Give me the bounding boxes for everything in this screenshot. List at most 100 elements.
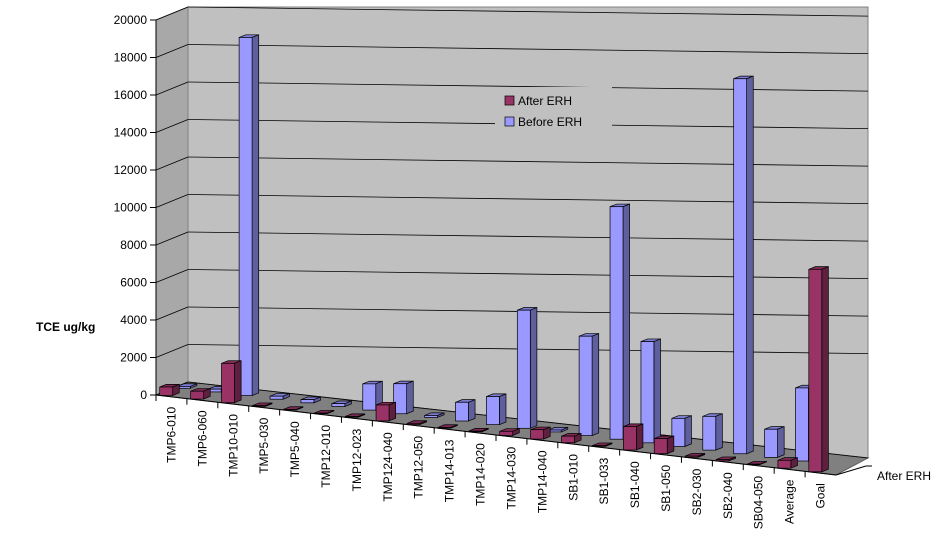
bar-before-erh <box>455 399 476 422</box>
bar-before-erh-front <box>516 309 531 429</box>
bar-after-erh-side <box>821 266 829 473</box>
gridline-side <box>155 344 189 358</box>
y-tick-label: 0 <box>140 388 147 402</box>
y-tick-label: 8000 <box>120 238 147 252</box>
bar-before-erh-side <box>251 34 260 397</box>
bar-before-erh-front <box>733 78 748 455</box>
x-tick-label: TMP14-040 <box>535 450 549 513</box>
bar-before-erh-side <box>406 380 414 415</box>
bar-before-erh <box>269 393 290 400</box>
bar-before-erh <box>547 426 569 433</box>
bar-after-erh <box>746 460 767 466</box>
bar-after-erh-front <box>808 268 823 473</box>
x-tick-label: SB1-050 <box>659 465 673 512</box>
y-tick-label: 20000 <box>114 13 148 27</box>
gridline-side <box>155 44 189 58</box>
bar-after-erh-side <box>666 435 675 455</box>
bar-after-erh-front <box>777 459 792 469</box>
bar-after-erh-front <box>622 426 637 451</box>
bar-before-erh <box>764 426 785 458</box>
bar-before-erh-front <box>640 341 655 444</box>
legend-swatch <box>504 95 515 106</box>
before-erh-bars <box>176 34 816 462</box>
y-tick-label: 10000 <box>114 201 148 215</box>
y-tick-label: 6000 <box>120 276 147 290</box>
depth-axis-label: After ERH <box>877 469 931 483</box>
bar-before-erh-front <box>671 417 686 447</box>
x-tick-label: SB2-040 <box>721 472 735 519</box>
bar-before-erh-side <box>653 338 661 444</box>
bar-before-erh <box>486 393 507 426</box>
x-tick-label: TMP124-040 <box>381 432 395 502</box>
bar-after-erh <box>530 426 551 440</box>
y-axis: 0 2000 4000 6000 8000 10000 12000 14000 16000 180… <box>114 13 157 402</box>
bar-before-erh-front <box>578 335 593 436</box>
x-tick-label: TMP12-023 <box>350 428 364 491</box>
legend-swatch <box>504 116 515 127</box>
bar-before-erh-front <box>300 399 315 404</box>
bar-before-erh-front <box>269 395 284 400</box>
bar-before-erh-front <box>764 428 778 458</box>
legend-box <box>495 87 612 139</box>
x-tick-label: Average <box>783 479 797 524</box>
bar-before-erh <box>609 203 630 440</box>
bar-after-erh <box>221 360 242 404</box>
bar-before-erh <box>300 396 321 404</box>
bar-before-erh-side <box>468 399 476 422</box>
bar-after-erh-side <box>234 360 242 404</box>
bar-before-erh-side <box>499 393 507 426</box>
bar-after-erh-front <box>406 423 421 425</box>
bar-after-erh-front <box>715 459 730 462</box>
gridline-side <box>155 306 189 321</box>
bar-after-erh <box>622 423 644 451</box>
gridline-side <box>155 6 189 21</box>
x-tick-label: TMP12-010 <box>319 425 333 488</box>
y-tick-label: 12000 <box>114 163 148 177</box>
bar-after-erh <box>715 456 737 462</box>
bar-after-erh-front <box>684 455 699 458</box>
gridline-side <box>155 81 189 96</box>
x-tick-label: SB04-050 <box>752 476 766 530</box>
bar-before-erh-side <box>746 75 754 455</box>
x-tick-label: TMP12-050 <box>412 436 426 499</box>
legend-label: Before ERH <box>518 115 582 129</box>
bar-after-erh <box>190 388 211 400</box>
x-tick-label: SB2-030 <box>690 468 704 515</box>
bar-before-erh-front <box>393 383 408 415</box>
bar-after-erh <box>313 409 335 415</box>
y-tick-label: 2000 <box>120 351 147 365</box>
bar-before-erh <box>176 383 198 389</box>
bar-before-erh-side <box>715 413 723 451</box>
bar-before-erh-side <box>684 415 692 447</box>
x-tick-label: TMP10-010 <box>226 414 240 477</box>
x-tick-label: SB1-010 <box>566 454 580 501</box>
x-tick-label: TMP14-020 <box>474 443 488 506</box>
bar-after-erh <box>468 427 489 433</box>
bar-after-erh <box>344 413 366 418</box>
x-tick-label: TMP6-060 <box>195 410 209 466</box>
gridline-side <box>155 119 189 133</box>
after-erh-bars <box>159 266 829 473</box>
gridline <box>187 6 869 17</box>
bar-before-erh-side <box>777 426 785 458</box>
gridline-side <box>155 231 189 246</box>
bar-after-erh <box>282 406 304 411</box>
bar-after-erh-front <box>159 386 174 396</box>
bar-before-erh-front <box>609 206 624 440</box>
gridline <box>187 231 869 242</box>
bar-before-erh <box>671 415 692 447</box>
bar-before-erh-front <box>795 387 809 462</box>
bar-before-erh-front <box>362 383 377 411</box>
bar-after-erh <box>808 266 829 473</box>
y-tick-label: 14000 <box>114 126 148 140</box>
bar-after-erh <box>561 432 582 444</box>
x-tick-label: Goal <box>814 483 828 508</box>
bar-after-erh-side <box>635 423 644 451</box>
gridline <box>187 194 869 205</box>
bar-after-erh <box>684 452 706 458</box>
bar-before-erh-front <box>424 415 438 418</box>
x-tick-label: TMP14-013 <box>443 439 457 502</box>
bar-before-erh <box>702 413 723 451</box>
gridline <box>187 81 869 92</box>
